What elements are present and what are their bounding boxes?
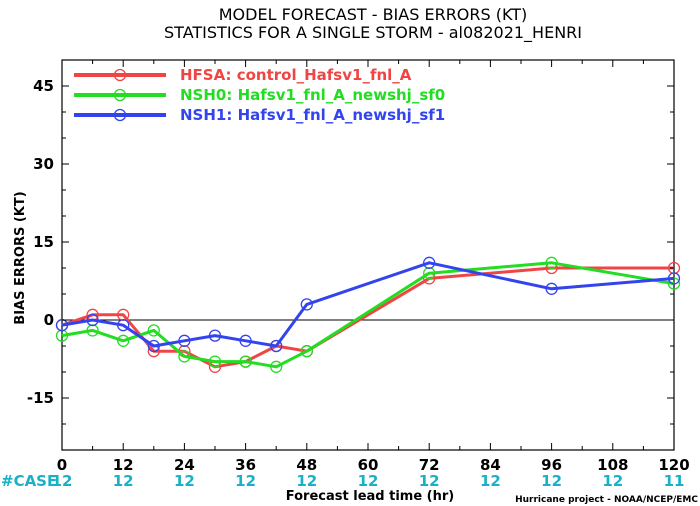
legend-label-2: NSH0: Hafsv1_fnl_A_newshj_sf0 [180, 86, 445, 104]
x-tick-label: 84 [480, 456, 501, 474]
axes: 0 12 24 36 48 60 72 84 96 108 120 -15 0 15 30 45 [27, 60, 690, 474]
case-count: 12 [602, 472, 623, 490]
series-2-point [208, 355, 222, 368]
chart-title-line1: MODEL FORECAST - BIAS ERRORS (KT) [219, 5, 528, 24]
y-tick-label: 30 [33, 155, 54, 173]
series-3-point [300, 298, 313, 311]
case-label: #CASE [1, 472, 57, 490]
chart-title-line2: STATISTICS FOR A SINGLE STORM - al082021… [164, 23, 582, 43]
y-axis-label: BIAS ERRORS (KT) [13, 191, 28, 324]
series-3-point [270, 339, 283, 353]
series-group [55, 256, 681, 373]
series-3-point [208, 329, 222, 342]
series-2-point [117, 334, 130, 347]
x-tick-label: 24 [174, 456, 195, 474]
series-2-point [545, 256, 558, 269]
legend-label-3: NSH1: Hafsv1_fnl_A_newshj_sf1 [180, 106, 445, 124]
x-tick-label: 96 [541, 456, 562, 474]
case-count: 12 [541, 472, 562, 490]
series-3-point [423, 256, 436, 269]
series-3-point [667, 272, 681, 285]
x-tick-label: 120 [658, 456, 689, 474]
y-tick-label: 15 [33, 233, 54, 251]
credit-text: Hurricane project - NOAA/NCEP/EMC [515, 495, 698, 505]
series-3-point [117, 319, 130, 332]
case-count: 12 [113, 472, 134, 490]
y-tick-label: -15 [27, 389, 54, 407]
series-2-point [300, 345, 313, 358]
case-count: 12 [235, 472, 256, 490]
case-count: 12 [419, 472, 440, 490]
series-3-point [545, 282, 558, 295]
y-tick-label: 0 [44, 311, 54, 329]
x-axis-label: Forecast lead time (hr) [286, 489, 454, 504]
x-tick-label: 60 [358, 456, 379, 474]
series-2-point [270, 360, 283, 373]
case-counts: 12 12 12 12 12 12 12 12 12 12 11 [52, 472, 685, 490]
x-tick-label: 108 [597, 456, 628, 474]
case-count: 12 [358, 472, 379, 490]
legend-label-1: HFSA: control_Hafsv1_fnl_A [180, 66, 412, 84]
series-2-point [667, 277, 681, 290]
series-3-point [239, 334, 252, 347]
case-count: 12 [52, 472, 73, 490]
series-2-point [147, 324, 160, 337]
legend-marker-2 [113, 88, 127, 102]
legend-marker-3 [113, 108, 127, 122]
x-tick-label: 12 [113, 456, 134, 474]
x-tick-label: 0 [57, 456, 67, 474]
x-tick-label: 48 [296, 456, 317, 474]
legend-marker-1 [113, 68, 127, 82]
series-3-point [147, 339, 160, 353]
plot-area [61, 59, 675, 451]
series-3-point [178, 334, 191, 347]
x-tick-label: 36 [235, 456, 256, 474]
legend: HFSA: control_Hafsv1_fnl_A NSH0: Hafsv1_f… [74, 66, 445, 124]
case-count: 12 [296, 472, 317, 490]
plot-frame [61, 59, 675, 451]
case-count: 12 [480, 472, 501, 490]
series-2-point [239, 355, 252, 368]
case-count: 12 [174, 472, 195, 490]
y-tick-label: 45 [33, 77, 54, 95]
series-3-point [86, 313, 99, 327]
case-count: 11 [664, 472, 685, 490]
series-2-point [178, 350, 191, 363]
x-tick-label: 72 [419, 456, 440, 474]
